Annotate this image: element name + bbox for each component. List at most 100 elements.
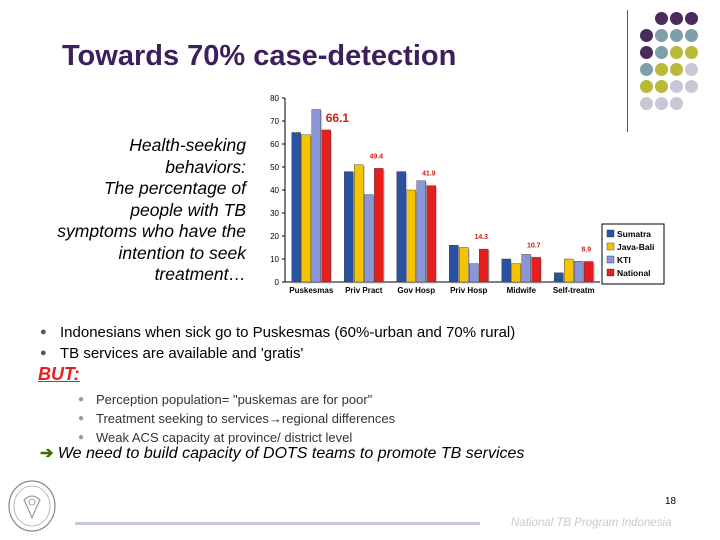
decorative-dot-grid bbox=[640, 10, 720, 125]
y-tick-label: 70 bbox=[270, 117, 279, 126]
sub-bullet-item: ● Treatment seeking to services→regional … bbox=[78, 411, 396, 426]
y-tick-label: 0 bbox=[275, 278, 280, 287]
bar bbox=[469, 263, 479, 283]
caption-line: Health-seeking bbox=[129, 135, 246, 155]
bar bbox=[364, 194, 374, 283]
data-label: 49.4 bbox=[369, 153, 383, 160]
bar bbox=[459, 247, 469, 283]
legend-label: Java-Bali bbox=[617, 242, 654, 252]
caption-line: treatment… bbox=[154, 264, 246, 284]
data-label: 66.1 bbox=[326, 111, 350, 125]
caption-line: behaviors: bbox=[165, 156, 246, 177]
but-heading: BUT: bbox=[38, 364, 80, 384]
data-label: 10.7 bbox=[527, 242, 541, 249]
chart-caption: Health-seeking behaviors: The percentage… bbox=[20, 135, 246, 286]
decorative-dot bbox=[640, 97, 653, 110]
decorative-dot bbox=[685, 63, 698, 76]
bar bbox=[521, 254, 531, 283]
decorative-dot bbox=[670, 46, 683, 59]
bar bbox=[554, 272, 564, 283]
y-tick-label: 10 bbox=[270, 255, 279, 264]
bar bbox=[416, 180, 426, 283]
legend-label: KTI bbox=[617, 255, 631, 265]
conclusion: ➔ We need to build capacity of DOTS team… bbox=[40, 444, 524, 464]
caption-line: people with TB bbox=[130, 199, 246, 220]
decorative-dot bbox=[655, 12, 668, 25]
decorative-dot bbox=[670, 12, 683, 25]
bar-chart: 0 10 20 30 40 50 60 70 80 Puskesmas Priv Pract Gov … bbox=[270, 94, 665, 295]
legend-label: Sumatra bbox=[617, 229, 651, 239]
bar bbox=[426, 185, 436, 283]
footer-rule bbox=[75, 522, 480, 525]
x-tick-label: Midwife bbox=[507, 286, 537, 295]
bar bbox=[291, 132, 301, 283]
ministry-seal-icon bbox=[8, 480, 56, 532]
data-label: 14.3 bbox=[474, 234, 488, 241]
sub-bullet-list: ● Perception population= "puskemas are fo… bbox=[78, 390, 395, 447]
bullet-icon: ● bbox=[40, 347, 47, 359]
bar bbox=[374, 168, 384, 283]
bullet-list: ● Indonesians when sick go to Puskesmas (… bbox=[40, 322, 515, 364]
bar bbox=[301, 134, 311, 283]
bar bbox=[501, 258, 511, 283]
data-label: 8.9 bbox=[581, 247, 591, 254]
decorative-dot bbox=[685, 29, 698, 42]
decorative-dot bbox=[640, 80, 653, 93]
bar bbox=[584, 261, 594, 283]
legend-swatch bbox=[606, 255, 615, 264]
bullet-icon: ● bbox=[78, 394, 85, 405]
bar bbox=[311, 109, 321, 283]
y-tick-label: 50 bbox=[270, 163, 279, 172]
decorative-dot bbox=[670, 63, 683, 76]
caption-line: intention to seek bbox=[118, 242, 246, 263]
bullet-item: ● Indonesians when sick go to Puskesmas (… bbox=[40, 324, 516, 341]
sub-bullet-item: ● Perception population= "puskemas are fo… bbox=[78, 392, 373, 407]
caption-line: The percentage of bbox=[103, 178, 246, 198]
y-tick-label: 80 bbox=[270, 94, 279, 103]
bar bbox=[531, 257, 541, 283]
y-tick-label: 20 bbox=[270, 232, 279, 241]
legend-swatch bbox=[606, 268, 615, 277]
decorative-dot bbox=[670, 97, 683, 110]
bar bbox=[449, 244, 459, 283]
legend-swatch bbox=[606, 229, 615, 238]
bar bbox=[396, 171, 406, 283]
decorative-dot bbox=[640, 63, 653, 76]
slide-title: Towards 70% case-detection bbox=[62, 40, 457, 72]
bar bbox=[479, 248, 489, 283]
bar bbox=[344, 171, 354, 283]
conclusion-text: We need to build capacity of DOTS teams … bbox=[57, 445, 525, 462]
x-tick-label: Self-treatm bbox=[553, 286, 595, 295]
x-tick-label: Priv Pract bbox=[345, 286, 383, 295]
data-label: 41.9 bbox=[422, 171, 436, 178]
bullet-icon: ● bbox=[78, 432, 85, 443]
decorative-dot bbox=[655, 97, 668, 110]
x-tick-label: Puskesmas bbox=[289, 286, 334, 295]
decorative-dot bbox=[685, 12, 698, 25]
page-number: 18 bbox=[665, 496, 677, 507]
sub-bullet-item: ● Weak ACS capacity at province/ district… bbox=[78, 430, 353, 445]
decorative-dot bbox=[685, 80, 698, 93]
decorative-dot bbox=[670, 80, 683, 93]
y-tick-label: 60 bbox=[270, 140, 279, 149]
y-tick-label: 30 bbox=[270, 209, 279, 218]
footer-text: National TB Program Indonesia bbox=[511, 517, 672, 529]
bullet-icon: ● bbox=[40, 326, 47, 338]
decorative-dot bbox=[685, 46, 698, 59]
decorative-dot bbox=[670, 29, 683, 42]
bar bbox=[564, 258, 574, 283]
decorative-dot bbox=[655, 46, 668, 59]
x-tick-label: Gov Hosp bbox=[397, 286, 435, 295]
decorative-dot bbox=[655, 63, 668, 76]
decorative-dot bbox=[655, 80, 668, 93]
bullet-icon: ● bbox=[78, 413, 85, 424]
bar bbox=[511, 263, 521, 283]
bar bbox=[406, 189, 416, 283]
arrow-icon: ➔ bbox=[40, 445, 54, 462]
decorative-dot bbox=[640, 46, 653, 59]
bullet-item: ● TB services are available and 'gratis' bbox=[40, 345, 304, 362]
bar bbox=[354, 164, 364, 283]
bar bbox=[321, 129, 331, 283]
decorative-divider bbox=[627, 10, 628, 132]
bar bbox=[574, 261, 584, 283]
